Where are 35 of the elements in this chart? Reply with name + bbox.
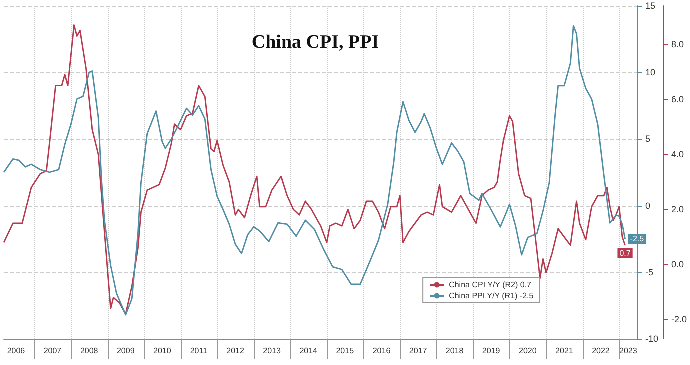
x-tick-label: 2008 (80, 346, 99, 356)
x-tick-label: 2020 (519, 346, 538, 356)
y-tick-label: -10 (645, 334, 659, 344)
legend-label: China CPI Y/Y (R2) 0.7 (449, 280, 532, 290)
x-tick-label: 2013 (263, 346, 282, 356)
y2-tick-label: -2.0 (671, 314, 688, 325)
x-tick-label: 2010 (154, 346, 172, 356)
x-tick-label: 2016 (372, 346, 392, 356)
y-tick-label: 5 (645, 134, 651, 144)
legend-label: China PPI Y/Y (R1) -2.5 (449, 292, 534, 300)
text: China CPI, PPI (252, 32, 380, 53)
x-tick-label: 2012 (226, 346, 245, 356)
x-tick-label: 2023 (619, 346, 638, 356)
y-tick-label: -5 (645, 267, 654, 278)
x-tick-label: 2015 (336, 346, 355, 356)
x-tick-label: 2022 (592, 346, 610, 356)
data-label: -2.5 (630, 234, 645, 244)
x-tick-label: 2018 (446, 346, 464, 356)
x-tick-label: 2006 (7, 346, 26, 356)
x-tick-label: 2021 (556, 346, 574, 356)
x-tick-label: 2007 (44, 346, 62, 356)
data-label: 0.7 (620, 248, 632, 258)
y2-tick-label: 2.0 (671, 204, 684, 215)
x-tick-label: 2017 (409, 346, 428, 356)
x-tick-label: 2019 (482, 346, 501, 356)
y2-tick-label: 6.0 (671, 94, 684, 105)
y2-tick-label: 4.0 (671, 150, 684, 160)
x-tick-label: 2014 (300, 346, 318, 356)
y2-tick-label: 0.0 (671, 260, 684, 270)
y2-tick-label: 8.0 (671, 40, 684, 50)
x-tick-label: 2009 (116, 346, 136, 356)
y-tick-label: 10 (645, 68, 656, 78)
y-tick-label: 15 (645, 1, 656, 11)
x-tick-label: 2011 (190, 346, 208, 356)
y-tick-label: 0 (645, 200, 651, 211)
